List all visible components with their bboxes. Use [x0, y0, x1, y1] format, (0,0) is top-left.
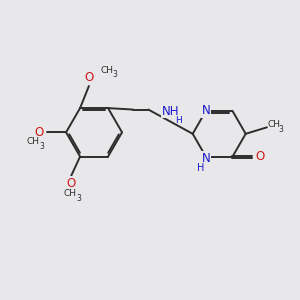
Text: CH: CH	[64, 190, 77, 199]
Text: 3: 3	[76, 194, 81, 203]
Text: O: O	[66, 177, 75, 190]
Text: H: H	[197, 163, 204, 173]
Text: H: H	[176, 116, 182, 125]
Text: O: O	[255, 150, 265, 163]
Text: O: O	[34, 126, 43, 139]
Text: CH: CH	[27, 137, 40, 146]
Text: NH: NH	[162, 105, 179, 118]
Text: 3: 3	[279, 125, 283, 134]
Text: CH: CH	[268, 120, 281, 129]
Text: N: N	[202, 104, 210, 117]
Text: N: N	[202, 152, 210, 165]
Text: 3: 3	[39, 142, 44, 151]
Text: 3: 3	[112, 70, 117, 79]
Text: CH: CH	[100, 66, 113, 75]
Text: O: O	[85, 71, 94, 84]
